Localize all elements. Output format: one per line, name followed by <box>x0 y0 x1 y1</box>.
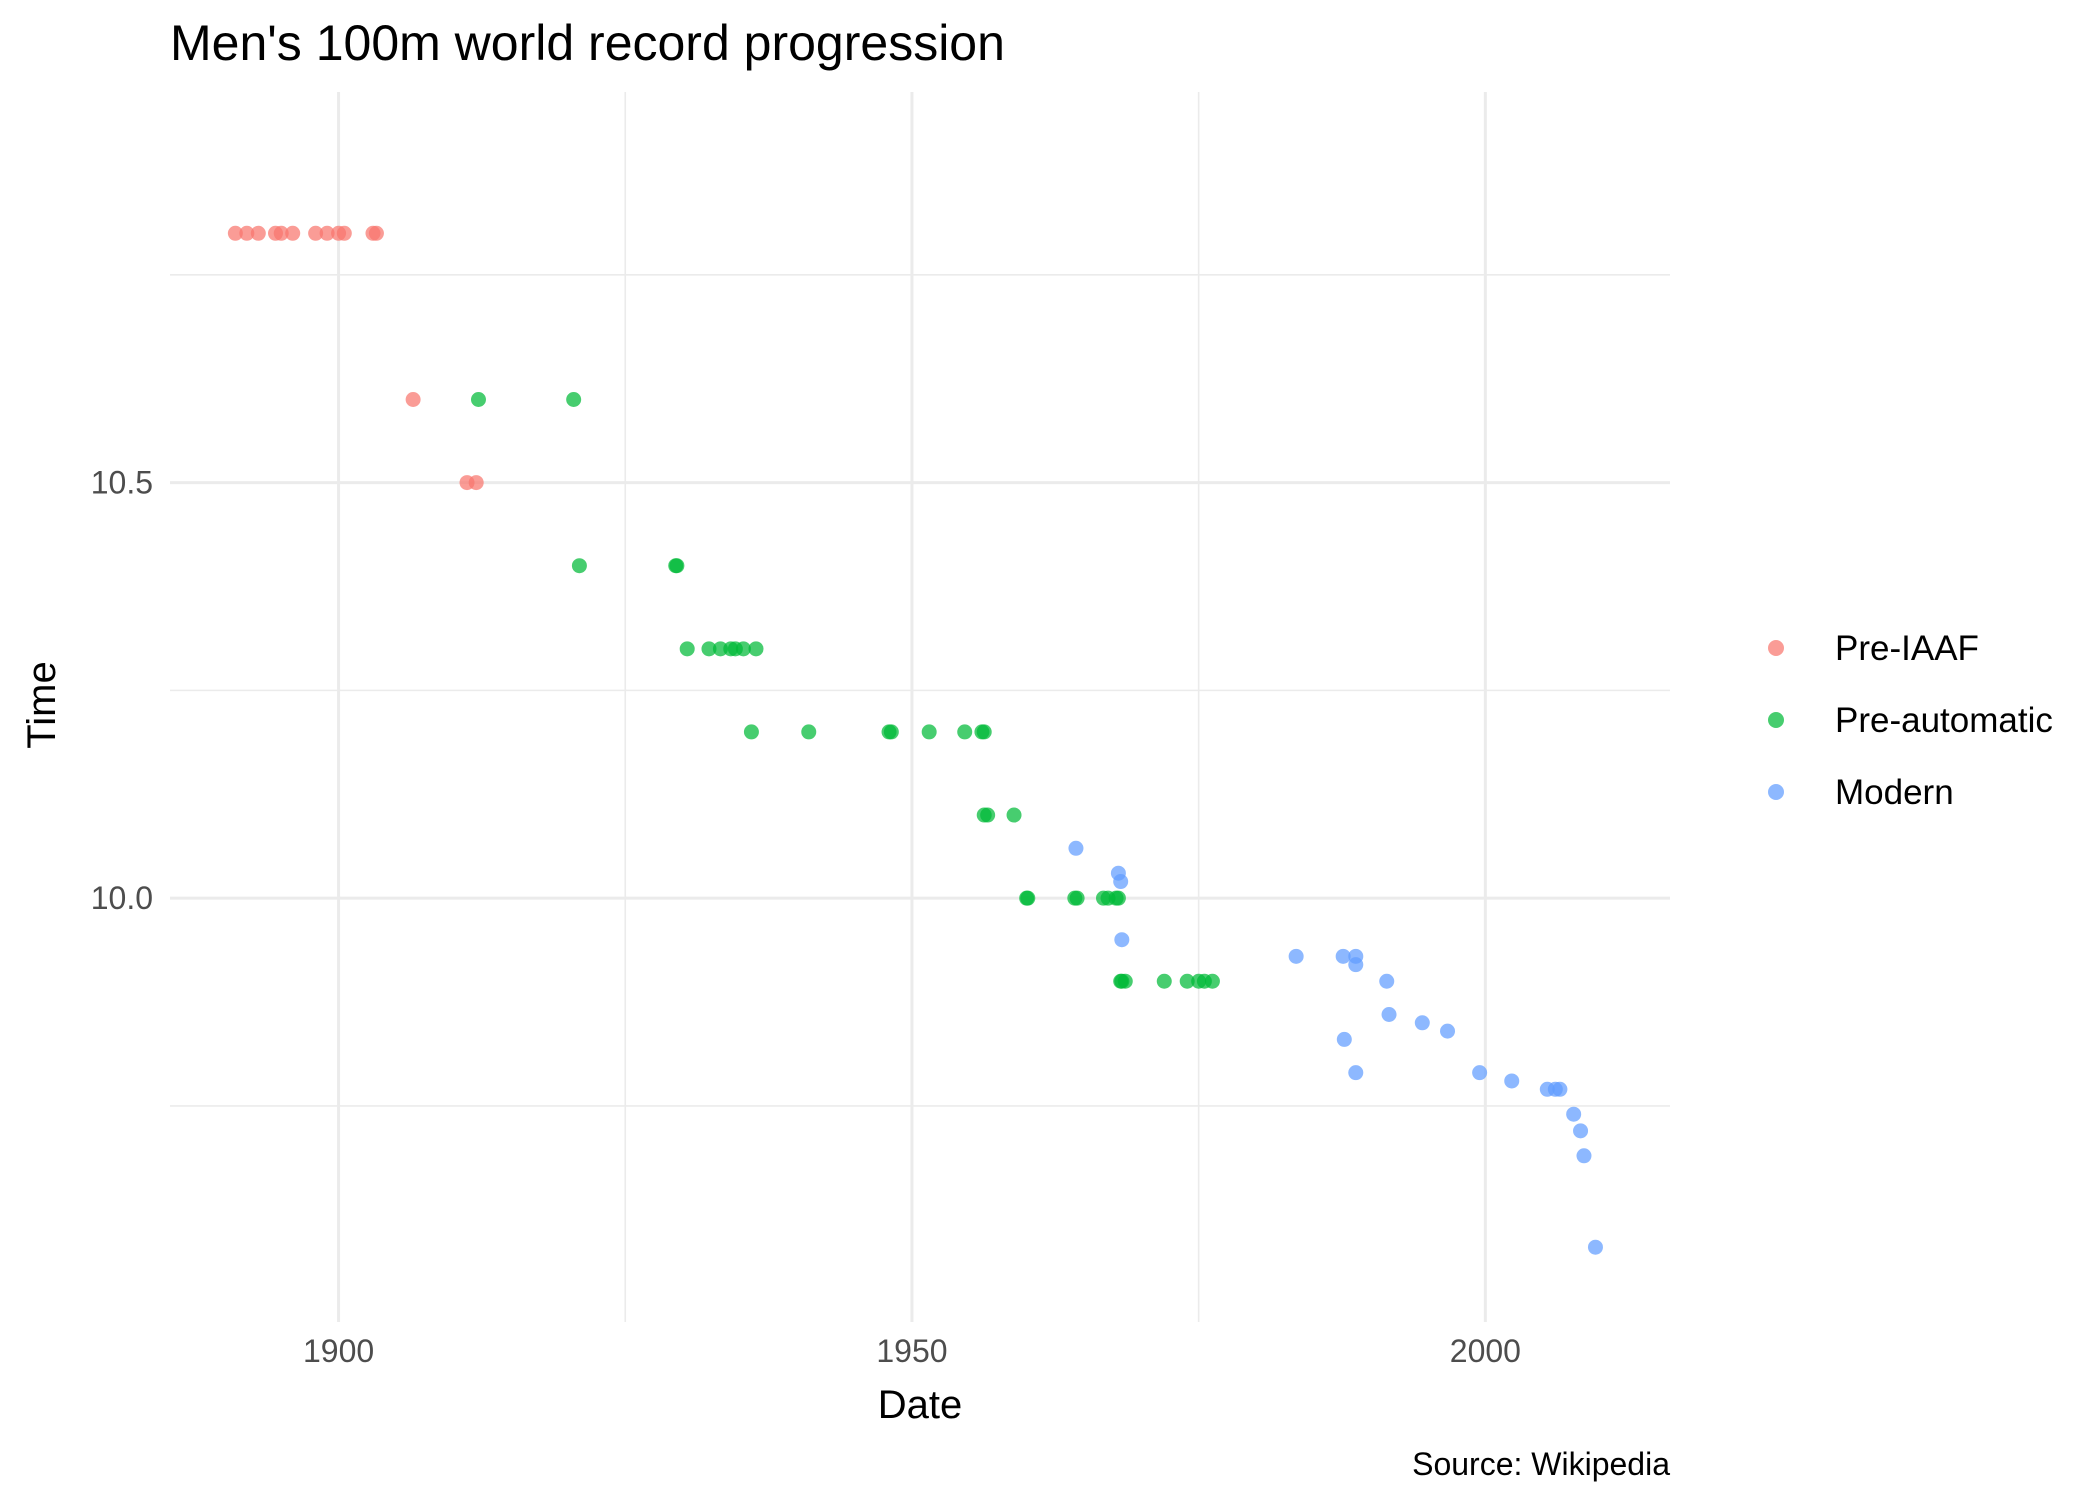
data-point-pre-iaaf <box>250 225 266 241</box>
data-point-pre-automatic <box>1204 973 1220 989</box>
data-point-pre-automatic <box>571 558 587 574</box>
data-point-pre-iaaf <box>336 225 352 241</box>
data-point-pre-automatic <box>566 392 582 407</box>
data-point-pre-iaaf <box>227 225 243 241</box>
y-axis-title: Time <box>20 661 64 748</box>
data-point-modern <box>1440 1023 1456 1039</box>
data-point-pre-automatic <box>735 641 751 657</box>
data-point-pre-automatic <box>712 641 728 657</box>
data-point-pre-automatic <box>669 558 685 574</box>
data-point-modern <box>1504 1073 1520 1089</box>
data-point-pre-automatic <box>470 392 486 407</box>
legend-key-modern <box>1768 784 1784 800</box>
y-tick-label: 10.5 <box>91 465 153 501</box>
data-point-modern <box>1576 1148 1592 1164</box>
data-point-modern <box>1288 948 1304 964</box>
y-tick-label: 10.0 <box>91 880 153 916</box>
data-point-pre-automatic <box>957 724 973 740</box>
x-tick-label: 2000 <box>1450 1333 1521 1369</box>
data-point-pre-automatic <box>1110 890 1126 906</box>
data-point-modern <box>1573 1123 1589 1139</box>
data-point-pre-iaaf <box>285 225 301 241</box>
data-point-modern <box>1068 840 1084 856</box>
data-point-modern <box>1348 1065 1364 1081</box>
data-point-pre-automatic <box>1117 973 1133 989</box>
data-point-pre-iaaf <box>308 225 324 241</box>
data-point-pre-automatic <box>1069 890 1085 906</box>
data-point-modern <box>1566 1106 1582 1122</box>
data-point-pre-iaaf <box>319 225 335 241</box>
legend-key-pre-iaaf <box>1768 640 1784 656</box>
data-point-modern <box>1336 1031 1352 1047</box>
data-point-modern <box>1114 932 1130 948</box>
data-point-pre-automatic <box>976 724 992 740</box>
chart-title: Men's 100m world record progression <box>170 15 1005 71</box>
x-tick-label: 1950 <box>876 1333 947 1369</box>
y-axis-ticks: 10.0 10.5 <box>91 465 153 917</box>
x-axis-ticks: 1900 1950 2000 <box>303 1333 1521 1369</box>
data-point-pre-automatic <box>1156 973 1172 989</box>
data-point-modern <box>1113 874 1129 890</box>
data-point-pre-automatic <box>748 641 764 657</box>
data-point-pre-automatic <box>1179 973 1195 989</box>
data-point-pre-automatic <box>1006 807 1022 823</box>
data-point-modern <box>1587 1239 1603 1255</box>
data-point-pre-automatic <box>743 724 759 740</box>
data-point-modern <box>1379 973 1395 989</box>
data-points <box>227 225 1603 1255</box>
data-point-modern <box>1414 1015 1430 1031</box>
data-point-pre-automatic <box>701 641 717 657</box>
legend-label-pre-iaaf: Pre-IAAF <box>1835 629 1979 668</box>
data-point-modern <box>1348 957 1364 973</box>
x-axis-title: Date <box>878 1383 963 1427</box>
data-point-modern <box>1552 1081 1568 1097</box>
data-point-pre-automatic <box>883 724 899 740</box>
data-point-pre-automatic <box>801 724 817 740</box>
data-point-pre-automatic <box>980 807 996 823</box>
grid-lines <box>170 92 1670 1322</box>
data-point-pre-iaaf <box>468 475 484 491</box>
data-point-pre-automatic <box>679 641 695 657</box>
data-point-pre-iaaf <box>273 225 289 241</box>
legend: Pre-IAAF Pre-automatic Modern <box>1768 629 2053 812</box>
data-point-pre-automatic <box>1020 890 1036 906</box>
data-point-modern <box>1335 948 1351 964</box>
data-point-pre-automatic <box>921 724 937 740</box>
legend-label-modern: Modern <box>1835 773 1954 812</box>
data-point-pre-iaaf <box>239 225 255 241</box>
x-tick-label: 1900 <box>303 1333 374 1369</box>
data-point-pre-iaaf <box>405 392 421 407</box>
data-point-pre-iaaf <box>368 225 384 241</box>
legend-key-pre-automatic <box>1768 712 1784 728</box>
data-point-modern <box>1381 1007 1397 1022</box>
source-caption: Source: Wikipedia <box>1412 1446 1670 1482</box>
data-point-modern <box>1472 1065 1488 1081</box>
legend-label-pre-automatic: Pre-automatic <box>1835 701 2053 740</box>
